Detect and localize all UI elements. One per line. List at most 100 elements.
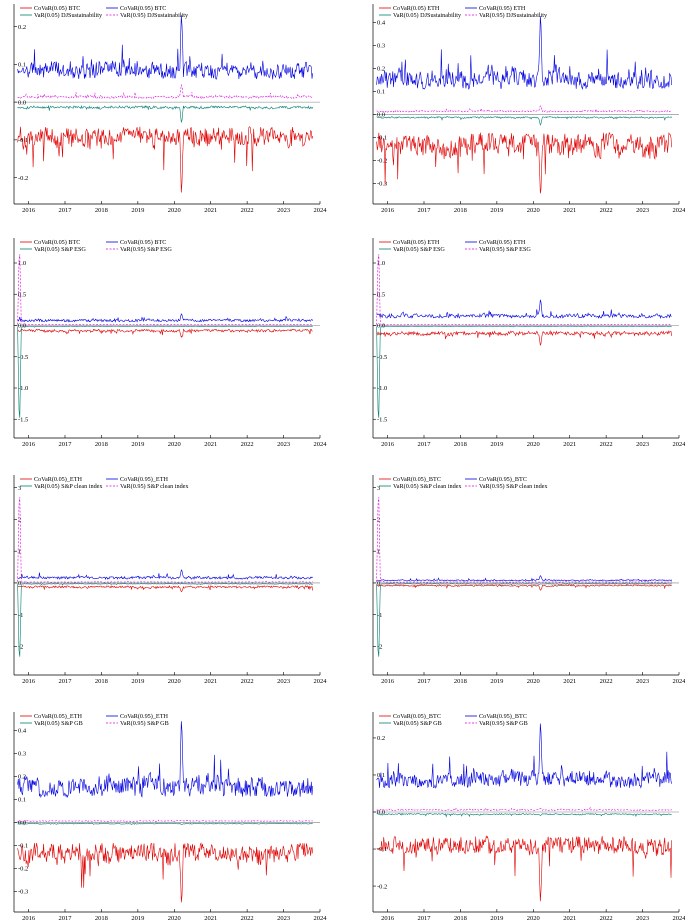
series-line-3	[18, 326, 313, 418]
x-tick-label: 2018	[454, 915, 467, 922]
x-tick-label: 2021	[563, 441, 576, 448]
x-tick-label: 2020	[168, 441, 181, 448]
x-tick-label: 2019	[131, 915, 144, 922]
x-tick-label: 2022	[600, 678, 613, 685]
legend-label: CoVaR(0.05) ETH	[393, 239, 440, 246]
x-tick-label: 2018	[454, 441, 467, 448]
x-tick-label: 2017	[59, 915, 73, 922]
series-line-3	[18, 823, 313, 825]
series-line-2	[377, 300, 672, 318]
x-tick-label: 2022	[241, 678, 254, 685]
y-tick-label: -0.5	[18, 354, 28, 361]
legend-label: VaR(0.95) S&P clean index	[479, 483, 548, 490]
series-line-4	[377, 106, 672, 112]
legend-label: VaR(0.05) S&P clean index	[34, 483, 103, 490]
x-tick-label: 2017	[418, 441, 432, 448]
x-tick-label: 2022	[241, 207, 254, 214]
x-tick-label: 2019	[490, 678, 503, 685]
legend-label: VaR(0.05) DJSustainability	[393, 12, 462, 19]
y-tick-label: -1.0	[377, 385, 387, 392]
legend-label: VaR(0.05) S&P ESG	[393, 246, 445, 253]
series-line-2	[377, 724, 672, 788]
x-tick-label: 2020	[527, 678, 540, 685]
y-tick-label: -0.2	[18, 866, 28, 873]
legend-label: CoVaR(0.95)_ETH	[120, 476, 168, 483]
legend-label: CoVaR(0.95) BTC	[120, 239, 166, 246]
x-tick-label: 2018	[95, 207, 108, 214]
y-tick-label: 0.4	[377, 20, 386, 27]
series-line-1	[377, 585, 672, 590]
series-line-3	[377, 584, 672, 657]
x-tick-label: 2023	[277, 441, 290, 448]
x-tick-label: 2020	[527, 441, 540, 448]
x-tick-label: 2017	[59, 441, 73, 448]
x-tick-label: 2024	[673, 678, 685, 685]
x-tick-label: 2023	[636, 207, 649, 214]
series-line-3	[377, 326, 672, 418]
x-tick-label: 2016	[22, 207, 36, 214]
legend-label: VaR(0.05) S&P clean index	[393, 483, 462, 490]
x-tick-label: 2022	[600, 441, 613, 448]
series-line-4	[18, 85, 313, 98]
x-tick-label: 2018	[95, 915, 108, 922]
y-tick-label: 0.2	[18, 24, 26, 31]
x-tick-label: 2023	[636, 678, 649, 685]
y-tick-label: 0.1	[18, 62, 26, 69]
x-tick-label: 2016	[381, 441, 395, 448]
x-tick-label: 2017	[418, 678, 432, 685]
x-tick-label: 2021	[204, 441, 217, 448]
x-tick-label: 2020	[168, 207, 181, 214]
legend-label: CoVaR(0.95)_BTC	[479, 713, 527, 720]
series-line-4	[377, 254, 672, 325]
x-tick-label: 2021	[563, 915, 576, 922]
x-tick-label: 2020	[168, 678, 181, 685]
y-tick-label: 0.5	[18, 291, 26, 298]
y-tick-label: 0.5	[377, 291, 385, 298]
legend-label: VaR(0.95) S&P ESG	[479, 246, 531, 253]
x-tick-label: 2016	[381, 678, 395, 685]
legend-label: CoVaR(0.05) BTC	[34, 239, 80, 246]
series-line-3	[377, 814, 672, 817]
x-tick-label: 2021	[204, 207, 217, 214]
legend-label: VaR(0.95) S&P GB	[479, 720, 528, 727]
legend-label: CoVaR(0.05)_BTC	[393, 713, 441, 720]
x-tick-label: 2016	[22, 678, 36, 685]
x-tick-label: 2020	[168, 915, 181, 922]
x-tick-label: 2018	[454, 678, 467, 685]
series-line-1	[18, 329, 313, 337]
y-tick-label: -0.3	[18, 889, 28, 896]
x-tick-label: 2018	[95, 441, 108, 448]
legend-label: VaR(0.95) DJSustainability	[479, 12, 548, 19]
x-tick-label: 2023	[636, 441, 649, 448]
x-tick-label: 2021	[204, 678, 217, 685]
y-tick-label: -0.2	[18, 175, 28, 182]
x-tick-label: 2018	[95, 678, 108, 685]
x-tick-label: 2019	[131, 207, 144, 214]
legend-label: CoVaR(0.05)_BTC	[393, 476, 441, 483]
y-tick-label: 0.1	[377, 89, 385, 96]
x-tick-label: 2016	[381, 915, 395, 922]
series-line-1	[377, 331, 672, 345]
x-tick-label: 2023	[277, 678, 290, 685]
legend-label: CoVaR(0.05)_ETH	[34, 476, 82, 483]
series-line-1	[18, 127, 313, 193]
legend-label: VaR(0.05) DJSustainability	[34, 12, 103, 19]
x-tick-label: 2017	[418, 915, 432, 922]
series-line-1	[18, 843, 313, 902]
y-tick-label: -0.2	[377, 883, 387, 890]
x-tick-label: 2016	[22, 915, 36, 922]
x-tick-label: 2023	[277, 915, 290, 922]
y-tick-label: 0.4	[18, 728, 27, 735]
series-line-1	[18, 586, 313, 592]
legend-label: CoVaR(0.95) BTC	[120, 5, 166, 12]
x-tick-label: 2022	[600, 915, 613, 922]
y-tick-label: -0.5	[377, 354, 387, 361]
x-tick-label: 2024	[673, 207, 685, 214]
series-line-4	[18, 497, 313, 582]
x-tick-label: 2022	[600, 207, 613, 214]
legend-label: CoVaR(0.05) BTC	[34, 5, 80, 12]
